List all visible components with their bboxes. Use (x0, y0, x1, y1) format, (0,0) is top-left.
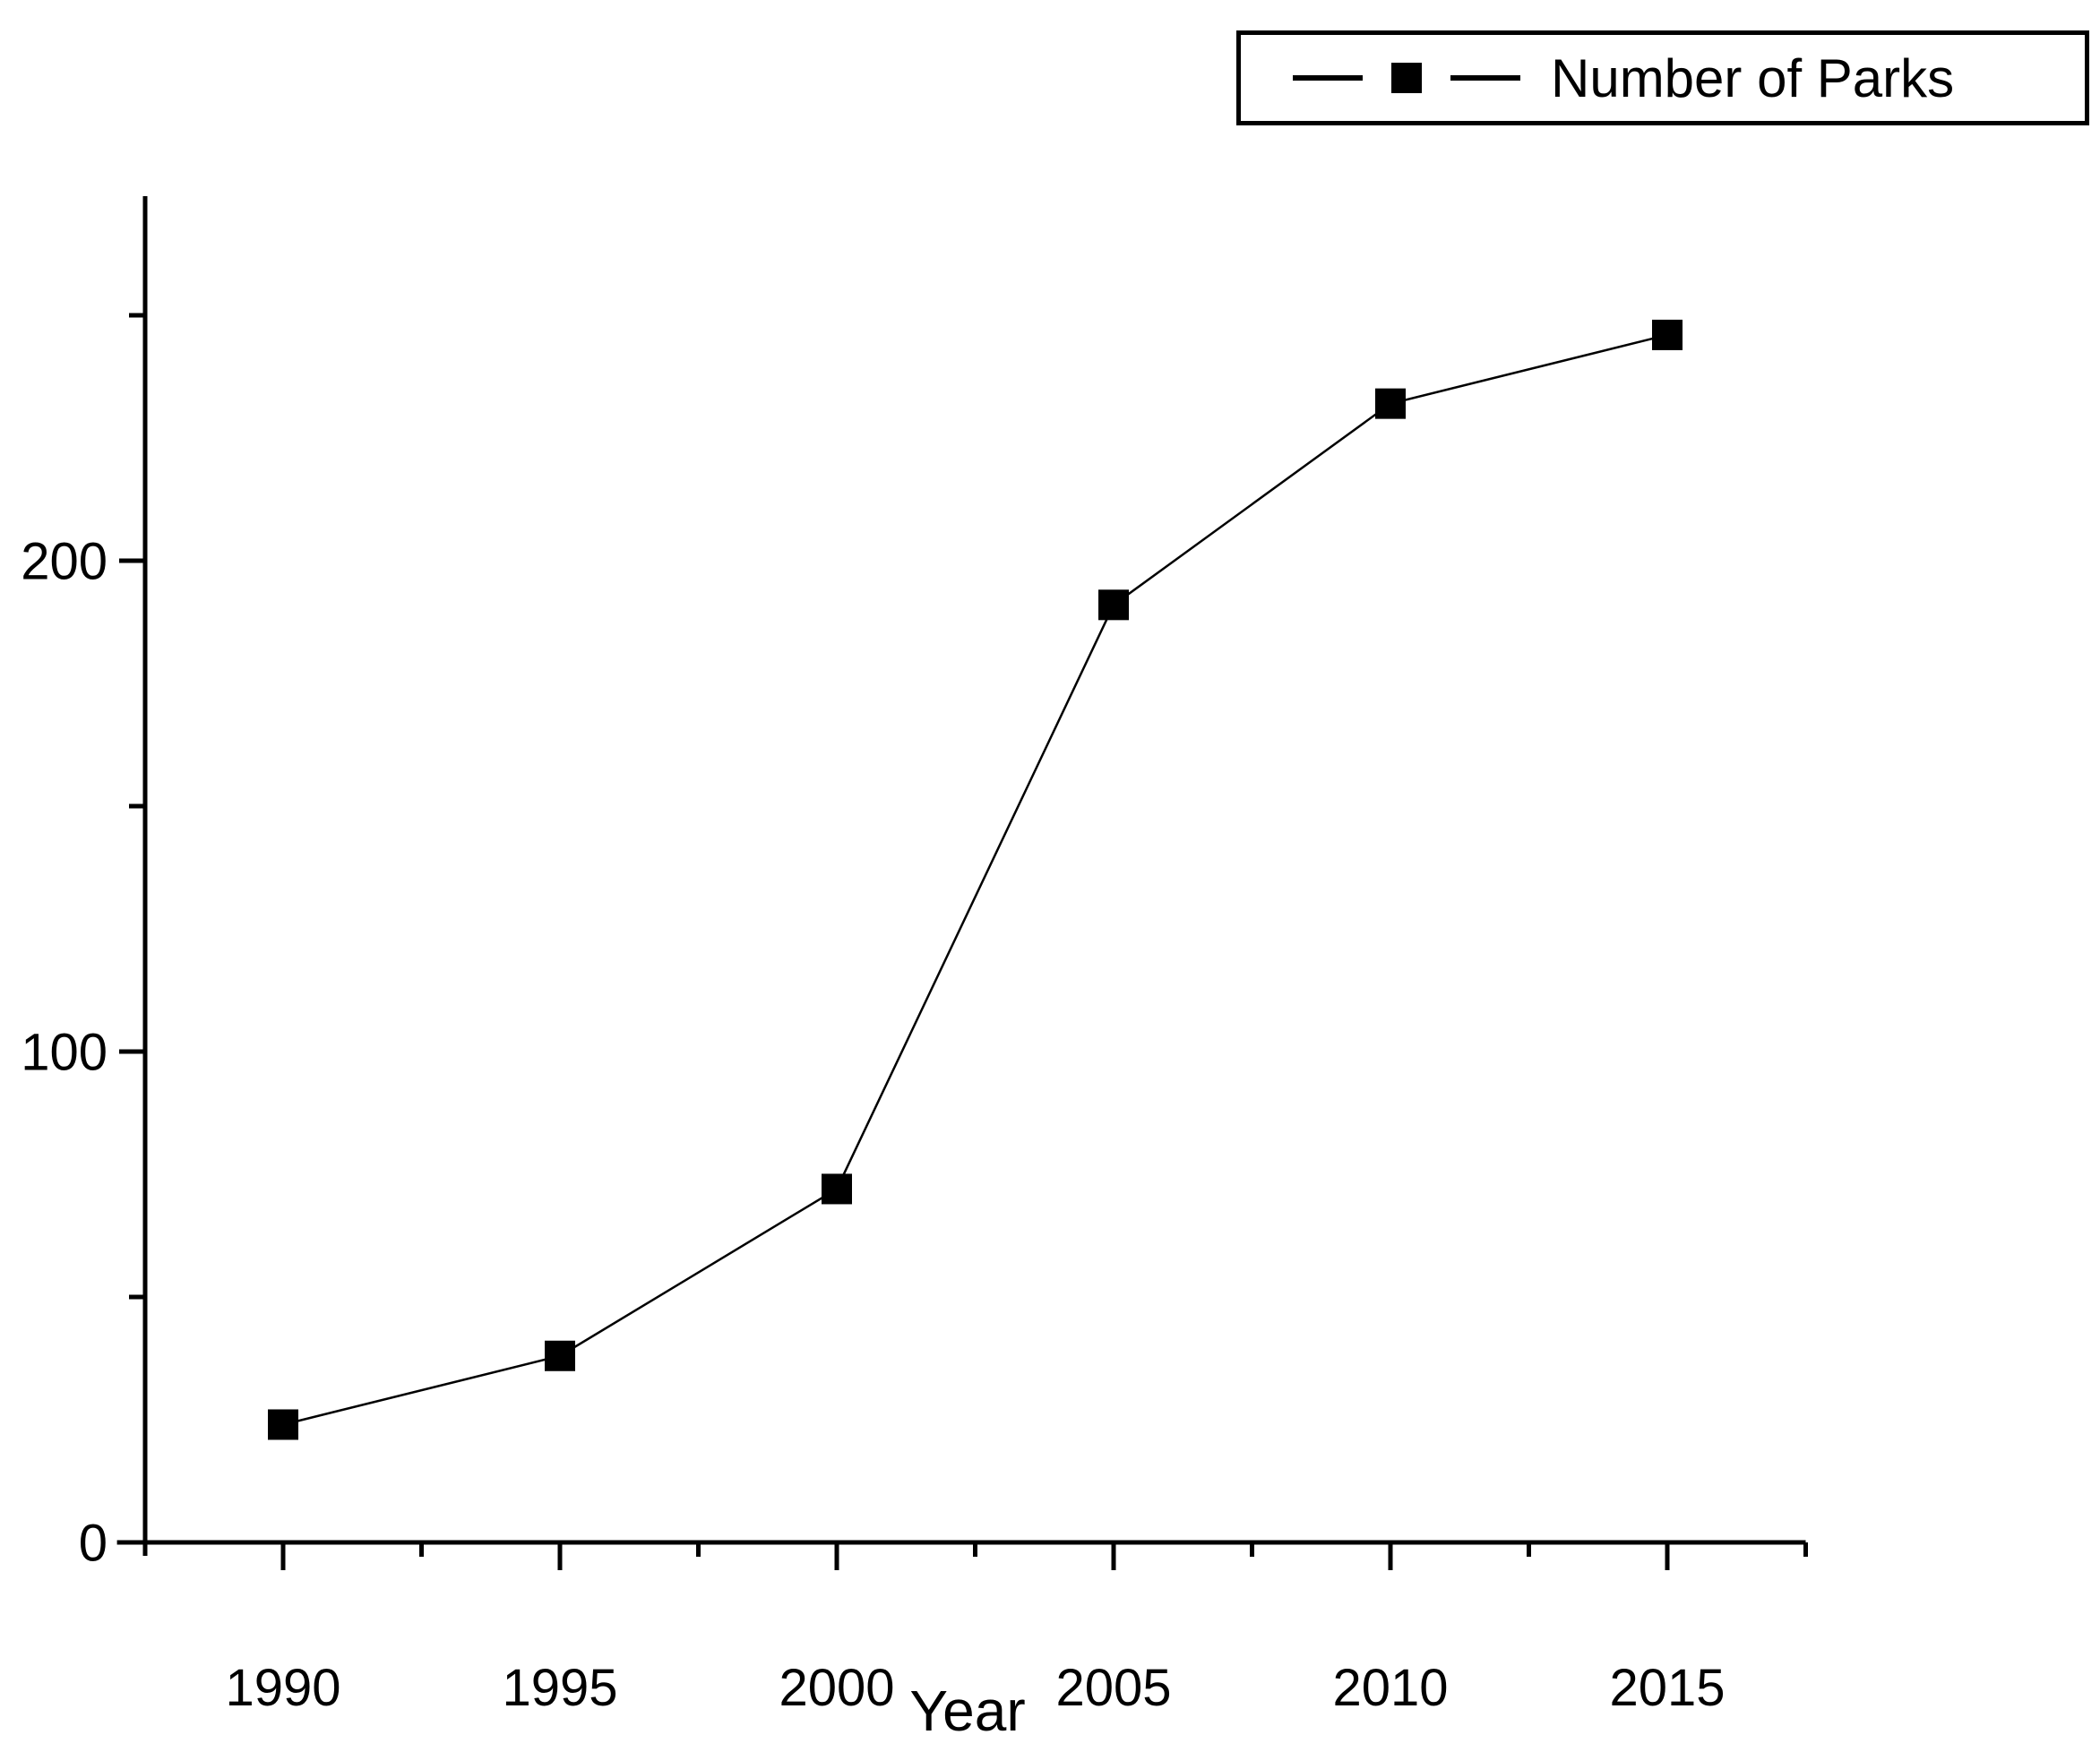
y-tick-label: 0 (79, 1514, 108, 1572)
legend-line-marker-icon (1293, 63, 1520, 93)
legend-label: Number of Parks (1551, 47, 1955, 108)
x-tick-label: 2015 (1609, 1659, 1725, 1717)
x-tick-label: 2005 (1055, 1659, 1171, 1717)
y-tick-label: 100 (21, 1023, 108, 1081)
x-tick-label: 1995 (502, 1659, 617, 1717)
data-point-marker (1375, 388, 1406, 419)
data-point-marker (545, 1340, 575, 1371)
data-point-marker (822, 1173, 852, 1205)
data-point-marker (268, 1409, 298, 1440)
y-tick-label: 200 (21, 532, 108, 590)
legend: Number of Parks (1236, 30, 2089, 125)
x-tick-label: 2000 (779, 1659, 894, 1717)
axes: 0 100 200 1990 1995 2000 2005 2010 2015 (21, 196, 1808, 1717)
x-axis-title: Year (909, 1679, 1025, 1743)
x-tick-label: 1990 (225, 1659, 340, 1717)
data-point-marker (1098, 589, 1129, 621)
x-tick-label: 2010 (1332, 1659, 1448, 1717)
series-line (282, 333, 1668, 1426)
data-point-marker (1652, 319, 1683, 350)
data-series (268, 319, 1683, 1440)
